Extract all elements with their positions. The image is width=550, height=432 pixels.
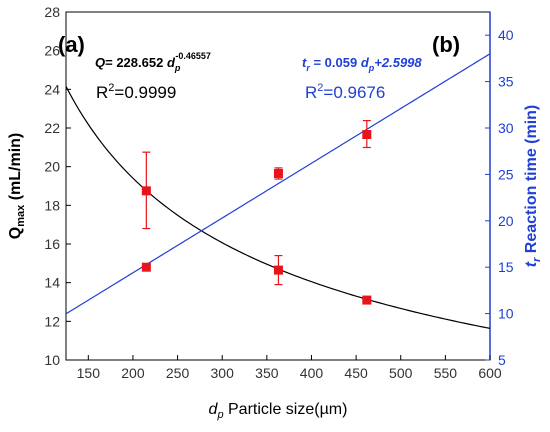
panel-label-b: (b) <box>432 32 460 57</box>
x-tick-label: 250 <box>166 365 190 381</box>
data-point-marker <box>141 262 151 272</box>
y-left-axis-label: Qmax (mL/min) <box>7 133 27 239</box>
x-tick-label: 550 <box>434 365 458 381</box>
y-left-tick-label: 12 <box>44 313 60 329</box>
power-fit-equation: Q= 228.652 dp-0.46557 <box>95 51 211 73</box>
data-point-marker <box>273 168 283 178</box>
y-right-axis-label: tr Reaction time (min) <box>523 105 543 268</box>
power-fit-r2: R2=0.9999 <box>96 82 176 102</box>
y-left-tick-label: 26 <box>44 43 60 59</box>
data-point-marker <box>273 265 283 275</box>
y-left-tick-label: 16 <box>44 236 60 252</box>
y-right-tick-label: 5 <box>498 352 506 368</box>
data-point-marker <box>141 186 151 196</box>
y-left-tick-label: 22 <box>44 120 60 136</box>
plot-frame <box>65 11 491 361</box>
x-tick-label: 150 <box>77 365 101 381</box>
x-tick-label: 600 <box>478 365 502 381</box>
y-right-tick-label: 35 <box>498 74 514 90</box>
y-left-tick-label: 10 <box>44 352 60 368</box>
data-points <box>141 119 372 305</box>
y-left-tick-label: 20 <box>44 159 60 175</box>
y-right-tick-label: 25 <box>498 166 514 182</box>
x-tick-label: 450 <box>344 365 368 381</box>
y-right-tick-label: 15 <box>498 259 514 275</box>
x-tick-label: 400 <box>300 365 324 381</box>
x-tick-label: 350 <box>255 365 279 381</box>
y-left-tick-label: 18 <box>44 197 60 213</box>
x-tick-label: 500 <box>389 365 413 381</box>
panel-label-a: (a) <box>58 32 85 57</box>
y-right-tick-label: 30 <box>498 120 514 136</box>
y-right-tick-label: 10 <box>498 306 514 322</box>
y-right-tick-label: 40 <box>498 27 514 43</box>
data-point-marker <box>362 295 372 305</box>
linear-fit-line <box>65 53 491 315</box>
y-right-tick-label: 20 <box>498 213 514 229</box>
y-left-tick-label: 24 <box>44 81 60 97</box>
ticks-layer: 150 200 250 300 350 400 450 500 550 600 10 12 14 16 18… <box>44 4 513 381</box>
data-point-marker <box>362 129 372 139</box>
x-tick-label: 300 <box>211 365 235 381</box>
linear-fit-equation: tr = 0.059 dp+2.5998 <box>302 55 422 73</box>
y-left-tick-label: 14 <box>44 275 60 291</box>
x-tick-label: 200 <box>121 365 145 381</box>
linear-fit-r2: R2=0.9676 <box>305 82 385 102</box>
y-left-tick-label: 28 <box>44 4 60 20</box>
x-axis-label: dp Particle size(µm) <box>209 401 348 421</box>
